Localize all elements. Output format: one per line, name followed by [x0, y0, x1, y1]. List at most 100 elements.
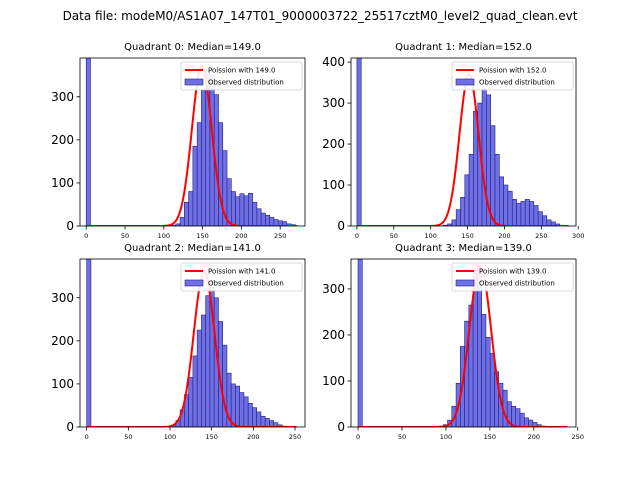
y-tick-label: 0 — [337, 420, 345, 434]
hist-bar — [260, 415, 266, 427]
hist-bar — [201, 314, 206, 427]
poisson-curve — [356, 73, 569, 226]
hist-bar — [455, 209, 461, 226]
poisson-curve — [86, 65, 298, 226]
legend-frame — [451, 262, 574, 292]
panel-title: Quadrant 1: Median=152.0 — [395, 42, 532, 53]
hist-bar — [184, 202, 189, 226]
y-tick-label: 0 — [66, 420, 74, 434]
hist-bar — [243, 195, 249, 226]
legend-bar-swatch — [184, 78, 204, 86]
legend: Poission with 141.0 Observed distribution — [180, 262, 303, 292]
hist-bar — [357, 259, 363, 427]
legend-frame — [180, 61, 303, 91]
legend-label-poisson: Poission with 149.0 — [208, 67, 276, 75]
hist-bar — [537, 211, 543, 226]
x-tick-label: 150 — [196, 232, 208, 240]
hist-bar — [248, 192, 253, 226]
x-tick-label: 50 — [390, 232, 398, 240]
x-tick-label: 250 — [535, 232, 547, 240]
legend: Poission with 139.0 Observed distribution — [451, 262, 574, 292]
y-tick-label: 100 — [322, 374, 345, 388]
x-tick-label: 0 — [84, 232, 88, 240]
legend-label-observed: Observed distribution — [479, 280, 555, 288]
hist-bar — [529, 201, 535, 226]
hist-bar — [188, 191, 194, 226]
hist-bar — [252, 407, 257, 427]
legend-label-poisson: Poission with 152.0 — [479, 67, 547, 75]
hist-bar — [235, 385, 240, 427]
hist-bar — [490, 125, 496, 226]
hist-bar — [86, 259, 92, 427]
hist-bar — [201, 90, 206, 226]
panel-title: Quadrant 2: Median=141.0 — [124, 243, 261, 254]
x-tick-label: 300 — [572, 232, 584, 240]
poisson-curve — [358, 264, 568, 427]
y-tick-label: 300 — [51, 291, 74, 305]
hist-bar — [192, 146, 198, 226]
legend-frame — [180, 262, 303, 292]
axes-frame — [79, 258, 306, 428]
x-tick-label: 50 — [398, 433, 406, 441]
hist-bar — [256, 208, 262, 226]
hist-bar — [239, 392, 245, 427]
x-tick-label: 200 — [498, 232, 510, 240]
hist-bar — [511, 199, 517, 226]
legend-label-poisson: Poission with 139.0 — [479, 268, 547, 276]
axes-frame — [350, 57, 577, 227]
hist-bar — [494, 153, 500, 226]
legend-frame — [451, 61, 574, 91]
y-tick-label: 300 — [322, 96, 345, 110]
legend: Poission with 149.0 Observed distribution — [180, 61, 303, 91]
hist-bar — [481, 88, 487, 226]
x-tick-label: 100 — [164, 433, 176, 441]
y-tick-label: 0 — [66, 219, 74, 233]
x-tick-label: 100 — [440, 433, 452, 441]
x-tick-label: 0 — [85, 433, 89, 441]
x-tick-label: 250 — [289, 433, 301, 441]
legend-bar-swatch — [455, 279, 475, 287]
legend-bar-swatch — [184, 279, 204, 287]
hist-bar — [503, 184, 509, 226]
hist-bar — [499, 176, 504, 226]
y-tick-label: 200 — [322, 137, 345, 151]
poisson-curve — [86, 270, 297, 427]
hist-bar — [533, 205, 539, 226]
y-tick-label: 300 — [322, 282, 345, 296]
hist-bar — [269, 217, 275, 226]
plot-area — [85, 58, 298, 226]
legend-label-observed: Observed distribution — [208, 280, 284, 288]
hist-bar — [252, 202, 258, 226]
y-tick-label: 200 — [51, 334, 74, 348]
hist-bar — [507, 190, 513, 226]
hist-bar — [85, 58, 91, 226]
hist-bar — [528, 419, 534, 427]
subplot-grid: 0 100 200 300 0 50 100 150 200 250 Quadrant 0: Med… — [51, 42, 584, 441]
x-tick-label: 100 — [158, 232, 170, 240]
x-tick-label: 50 — [124, 433, 132, 441]
x-tick-label: 200 — [247, 433, 259, 441]
hist-bar — [230, 191, 236, 226]
y-tick-label: 100 — [322, 178, 345, 192]
hist-bar — [542, 215, 548, 226]
hist-bar — [235, 196, 241, 226]
hist-bar — [264, 418, 270, 427]
y-tick-label: 300 — [51, 90, 74, 104]
legend-label-observed: Observed distribution — [479, 79, 555, 87]
hist-bar — [196, 122, 202, 226]
hist-bar — [188, 377, 194, 427]
hist-bar — [239, 193, 245, 226]
hist-bar — [515, 408, 521, 427]
hist-bar — [256, 411, 262, 427]
hist-bar — [265, 214, 270, 226]
y-tick-label: 200 — [51, 133, 74, 147]
y-tick-label: 200 — [322, 328, 345, 342]
hist-bar — [516, 203, 522, 226]
x-tick-label: 200 — [235, 232, 247, 240]
hist-bar — [485, 336, 491, 427]
y-tick-label: 0 — [337, 219, 345, 233]
panel-title: Quadrant 3: Median=139.0 — [395, 243, 532, 254]
hist-bar — [218, 122, 224, 226]
x-tick-label: 250 — [572, 433, 584, 441]
